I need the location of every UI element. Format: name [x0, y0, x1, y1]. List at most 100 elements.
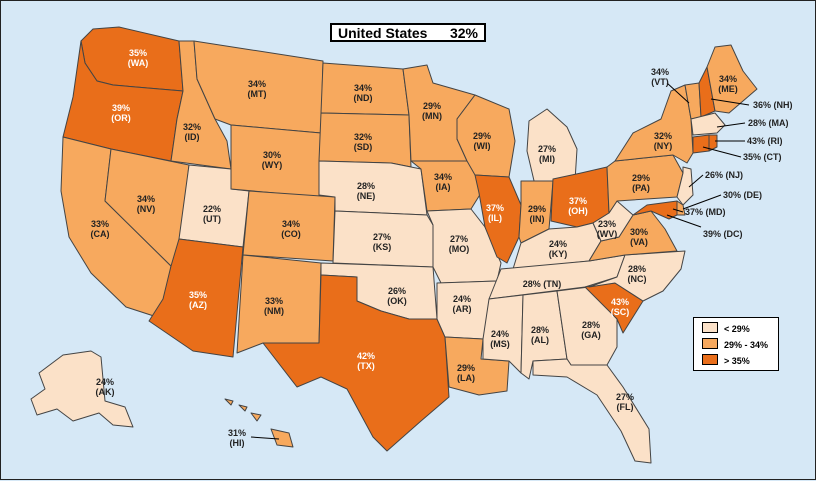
state-TX	[262, 274, 450, 452]
OK-pct: 26%	[387, 286, 406, 296]
KS-abbr: (KS)	[372, 242, 392, 252]
SC-pct: 43%	[610, 297, 629, 307]
legend-swatch-high	[702, 354, 718, 365]
NV-abbr: (NV)	[136, 204, 156, 214]
label-GA: 28% (GA)	[581, 320, 601, 340]
label-MO: 27% (MO)	[449, 234, 470, 254]
label-DE: 30% (DE)	[723, 190, 763, 200]
label-MD: 37% (MD)	[685, 207, 726, 217]
state-NY	[614, 84, 694, 164]
OK-abbr: (OK)	[387, 296, 407, 306]
label-OR: 39% (OR)	[111, 103, 131, 123]
title-name: United States	[338, 25, 428, 41]
LA-pct: 29%	[456, 363, 476, 373]
callout-lines	[250, 82, 750, 440]
label-ME: 34% (ME)	[718, 74, 738, 94]
AK-abbr: (AK)	[95, 387, 115, 397]
PA-abbr: (PA)	[632, 183, 650, 193]
label-MT: 34% (MT)	[248, 79, 267, 99]
label-DC: 39% (DC)	[703, 229, 743, 239]
map-title: United States 32%	[330, 23, 486, 42]
MT-abbr: (MT)	[247, 89, 267, 99]
MN-abbr: (MN)	[422, 111, 442, 121]
GA-abbr: (GA)	[581, 330, 601, 340]
state-MI	[526, 108, 578, 186]
NM-pct: 33%	[264, 296, 283, 306]
label-AR: 24% (AR)	[453, 294, 472, 314]
MT-pct: 34%	[247, 79, 266, 89]
NE-abbr: (NE)	[356, 191, 376, 201]
label-IA: 34% (IA)	[434, 172, 452, 192]
SC-abbr: (SC)	[610, 307, 630, 317]
AZ-abbr: (AZ)	[188, 300, 207, 310]
MO-pct: 27%	[449, 234, 468, 244]
IN-abbr: (IN)	[529, 214, 545, 224]
KY-abbr: (KY)	[548, 249, 568, 259]
label-VA: 30% (VA)	[630, 227, 648, 247]
label-SC: 43% (SC)	[611, 297, 630, 317]
legend-label-high: > 35%	[724, 356, 750, 366]
label-NH: 36% (NH)	[753, 100, 793, 110]
ME-abbr: (ME)	[718, 84, 738, 94]
NY-abbr: (NY)	[653, 141, 673, 151]
LA-abbr: (LA)	[456, 373, 475, 383]
label-KS: 27% (KS)	[373, 232, 392, 252]
IA-abbr: (IA)	[435, 182, 451, 192]
label-NY: 32% (NY)	[654, 131, 673, 151]
VT-pct: 34%	[650, 67, 670, 77]
UT-abbr: (UT)	[202, 214, 221, 224]
label-WV: 23% (WV)	[597, 219, 618, 239]
label-WI: 29% (WI)	[473, 131, 491, 151]
label-NJ: 26% (NJ)	[705, 170, 744, 180]
label-OH: 37% (OH)	[568, 196, 588, 216]
VA-pct: 30%	[629, 227, 649, 237]
MS-abbr: (MS)	[490, 339, 510, 349]
state-FL	[532, 358, 652, 464]
label-UT: 22% (UT)	[203, 204, 221, 224]
WI-abbr: (WI)	[473, 141, 491, 151]
WI-pct: 29%	[472, 131, 492, 141]
TX-abbr: (TX)	[357, 361, 375, 371]
label-MI: 27% (MI)	[538, 144, 556, 164]
AK-pct: 24%	[95, 377, 114, 387]
CA-abbr: (CA)	[90, 229, 110, 239]
label-NV: 34% (NV)	[137, 194, 156, 214]
MI-pct: 27%	[537, 144, 557, 154]
label-LA: 29% (LA)	[457, 363, 475, 383]
OH-abbr: (OH)	[568, 206, 588, 216]
label-TX: 42% (TX)	[357, 351, 375, 371]
UT-pct: 22%	[202, 204, 222, 214]
label-OK: 26% (OK)	[387, 286, 407, 306]
MN-pct: 29%	[422, 101, 441, 111]
WV-abbr: (WV)	[596, 229, 618, 239]
legend-swatch-low	[702, 322, 718, 333]
AR-pct: 24%	[452, 294, 471, 304]
label-AK: 24% (AK)	[96, 377, 115, 397]
label-FL: 27% (FL)	[616, 392, 634, 412]
label-NC: 28% (NC)	[628, 264, 647, 284]
state-CT	[692, 134, 710, 154]
label-ND: 34% (ND)	[354, 83, 373, 103]
IL-pct: 37%	[485, 203, 505, 213]
label-MN: 29% (MN)	[422, 101, 442, 121]
legend-label-mid: 29% - 34%	[724, 340, 769, 350]
label-CA: 33% (CA)	[91, 219, 110, 239]
OR-abbr: (OR)	[111, 113, 131, 123]
KY-pct: 24%	[548, 239, 567, 249]
WY-pct: 30%	[262, 150, 281, 160]
label-HI: 31% (HI)	[228, 428, 246, 448]
label-NE: 28% (NE)	[357, 181, 376, 201]
NM-abbr: (NM)	[264, 306, 284, 316]
AR-abbr: (AR)	[452, 304, 472, 314]
IL-abbr: (IL)	[487, 213, 502, 223]
NC-pct: 28%	[627, 264, 646, 274]
HI-pct: 31%	[227, 428, 247, 438]
legend-item-low: < 29%	[702, 322, 750, 334]
state-IL	[474, 174, 522, 264]
label-MA: 28% (MA)	[748, 118, 789, 128]
label-NM: 33% (NM)	[264, 296, 284, 316]
title-value: 32%	[449, 25, 478, 41]
MI-abbr: (MI)	[538, 154, 555, 164]
